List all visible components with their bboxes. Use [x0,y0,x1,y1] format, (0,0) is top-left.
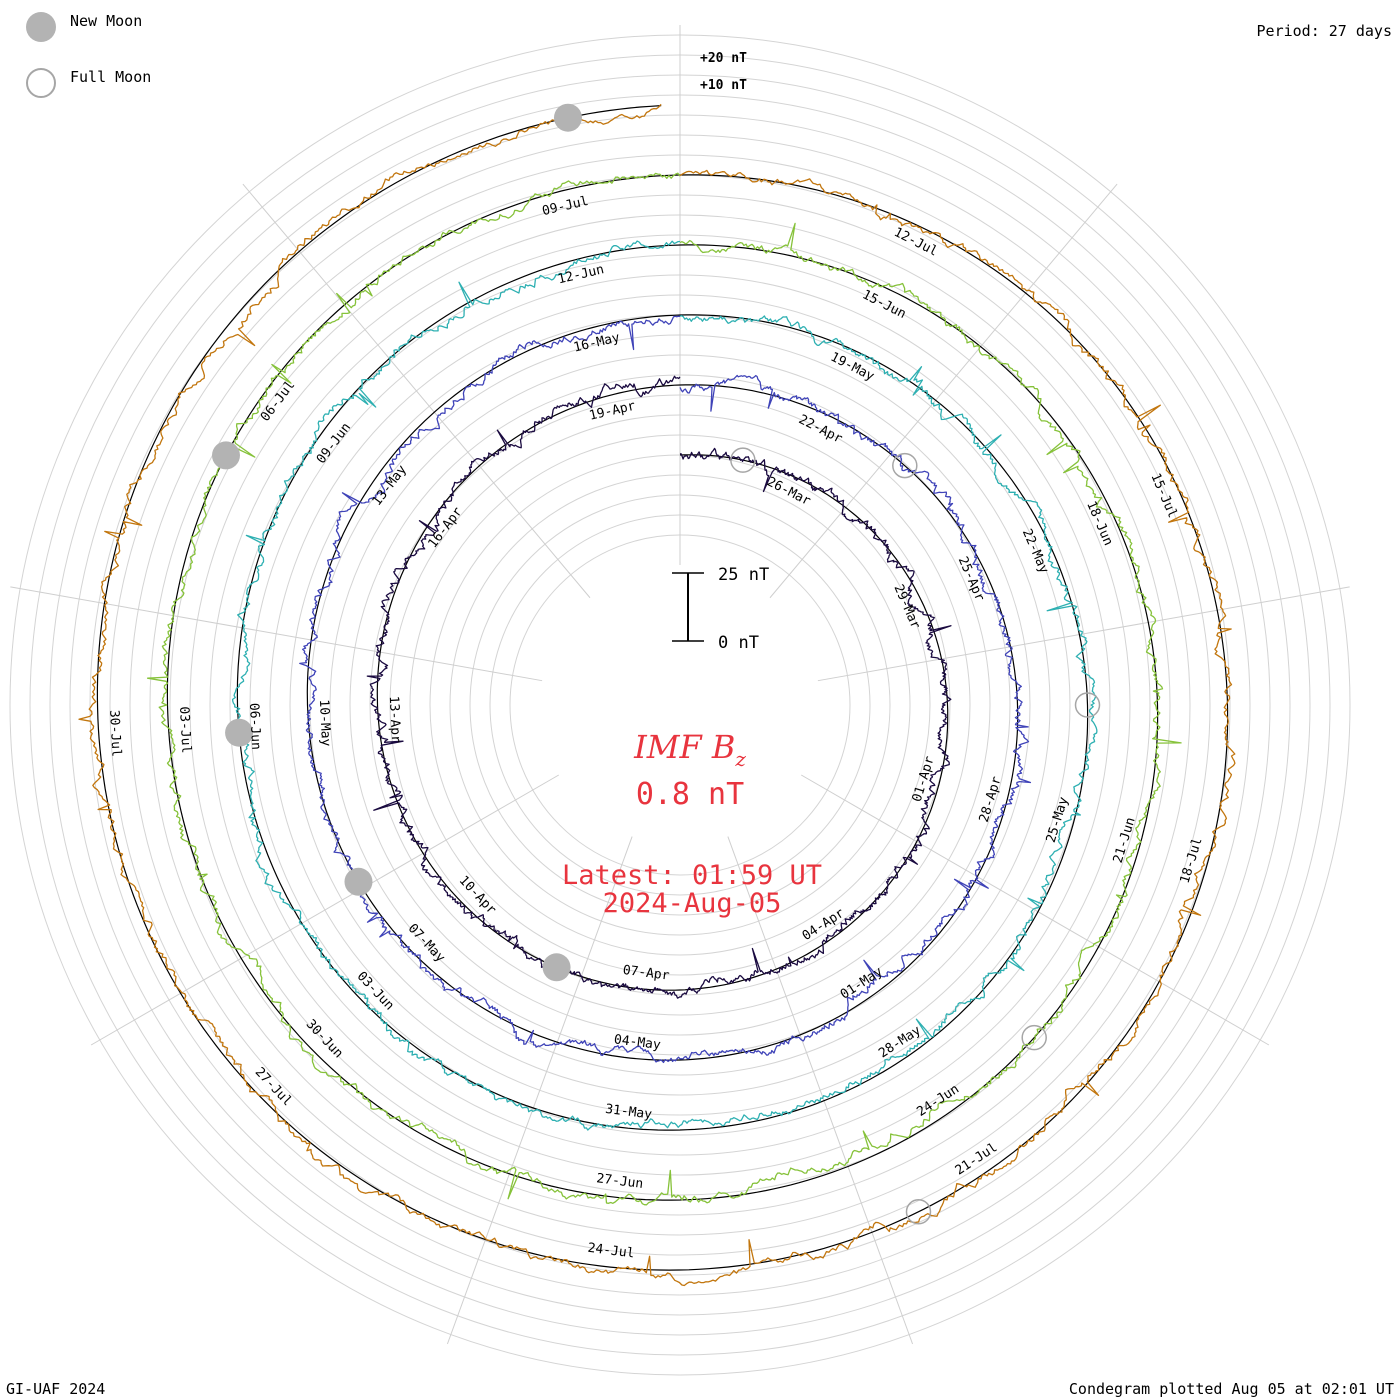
series-turn-1 [299,315,1032,1064]
series-turn-3 [146,172,1182,1206]
full-moon-icon [26,68,56,98]
grid-ring [489,514,871,896]
date-label-0-4: 07-Apr [622,963,671,984]
outer-scale-20: +20 nT [700,51,747,66]
credit-label: GI-UAF 2024 [6,1380,106,1398]
date-label-4-6: 30-Jul [106,710,123,758]
full-moon-label: Full Moon [70,68,152,86]
new-moon-icon [26,12,56,42]
title-main: IMF B [633,728,735,766]
date-label-1-0: 22-Apr [796,412,845,447]
date-label-0-5: 10-Apr [456,873,499,918]
date-label-4-2: 18-Jul [1178,836,1206,885]
date-label-0-3: 04-Apr [800,906,848,944]
moon-marker-layer [211,103,1101,1225]
full-moon-marker-4 [905,1199,932,1225]
current-value: 0.8 nT [636,777,744,812]
date-label-3-2: 21-Jun [1111,816,1139,865]
title-subscript: z [734,747,746,771]
new-moon-marker-1 [344,867,373,896]
grid-spoke [446,836,633,1345]
new-moon-marker-0 [542,953,571,982]
baseline-turn-4 [96,105,1229,1271]
grid-layer [9,25,1351,1376]
full-moon-marker-2 [1074,692,1101,718]
grid-spoke [242,183,591,599]
grid-spoke [769,183,1118,599]
date-label-1-6: 10-May [316,699,333,747]
new-moon-marker-3 [211,441,240,470]
period-label: Period: 27 days [1256,22,1392,40]
date-label-3-8: 09-Jul [541,194,590,219]
grid-spoke [727,836,914,1345]
scale-bar: 25 nT 0 nT [672,565,769,653]
latest-time: Latest: 01:59 UT [562,860,822,891]
date-label-3-4: 27-Jun [596,1171,644,1192]
legend-new-moon: New Moon [26,12,142,42]
grid-spoke [817,586,1350,682]
plotted-label: Condegram plotted Aug 05 at 02:01 UT [1068,1380,1394,1398]
legend-full-moon: Full Moon [26,68,151,98]
date-label-3-0: 15-Jun [860,287,909,322]
grid-spoke [90,774,560,1046]
date-label-3-6: 03-Jul [176,706,193,754]
grid-spoke [10,586,543,682]
latest-date: 2024-Aug-05 [603,888,782,919]
full-moon-marker-0 [730,447,756,473]
date-label-1-7: 13-May [370,462,410,509]
date-label-2-4: 31-May [604,1102,653,1123]
series-turn-0 [366,375,952,999]
date-label-0-6: 13-Apr [386,696,403,744]
date-label-4-5: 27-Jul [252,1065,295,1110]
new-moon-marker-2 [225,718,254,747]
grid-ring [509,534,851,876]
outer-scale-10: +10 nT [700,78,747,93]
date-label-3-7: 06-Jul [258,378,298,425]
baseline-turn-1 [306,314,1019,1061]
date-label-2-5: 03-Jun [354,969,397,1014]
date-label-1-3: 01-May [838,964,886,1002]
full-moon-marker-3 [1021,1024,1047,1051]
chart-title: IMF Bz [633,728,746,771]
new-moon-marker-4 [553,103,582,132]
date-label-4-4: 24-Jul [587,1241,635,1262]
date-label-2-6: 06-Jun [246,703,263,751]
baseline-turn-0 [376,384,949,991]
baseline-spiral-layer [96,105,1229,1271]
scale-top-label: 25 nT [718,565,769,585]
baseline-turn-2 [236,244,1089,1131]
date-label-2-3: 28-May [876,1023,924,1061]
grid-spoke [800,774,1270,1046]
date-label-2-7: 09-Jun [314,420,354,467]
full-moon-marker-1 [892,452,918,479]
series-turn-4 [78,103,1236,1287]
new-moon-label: New Moon [70,12,143,30]
date-label-4-3: 21-Jul [953,1140,1001,1178]
series-turn-2 [231,240,1098,1131]
scale-bottom-label: 0 nT [718,633,759,653]
date-label-3-1: 18-Jun [1083,499,1115,548]
date-label-1-4: 04-May [613,1032,662,1053]
date-label-2-2: 25-May [1044,795,1072,844]
